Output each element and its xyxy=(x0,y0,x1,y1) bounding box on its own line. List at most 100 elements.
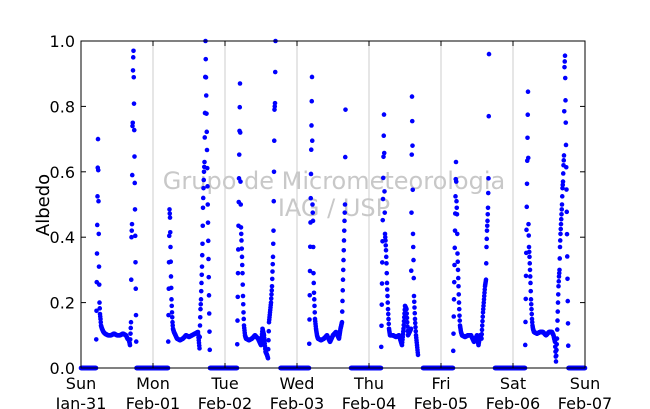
grid-lines xyxy=(152,41,514,368)
data-point xyxy=(168,244,173,250)
data-point xyxy=(385,300,391,305)
data-point xyxy=(339,309,345,314)
data-point xyxy=(131,48,136,54)
data-point xyxy=(309,138,315,144)
data-point xyxy=(409,118,415,124)
data-point xyxy=(481,297,487,302)
data-point xyxy=(454,231,460,237)
data-point xyxy=(384,270,390,276)
x-axis-ticks: SunJan-31MonFeb-01TueFeb-02WedFeb-03ThuF… xyxy=(55,41,612,409)
data-point xyxy=(238,225,244,230)
data-point xyxy=(405,324,410,329)
data-point xyxy=(486,176,491,181)
data-point xyxy=(132,180,138,186)
data-point xyxy=(272,100,278,106)
data-point xyxy=(556,279,562,284)
watermark: Grupo de Micrometeorologia IAG / USP xyxy=(163,167,505,222)
data-point xyxy=(205,184,210,189)
data-point xyxy=(94,308,99,314)
data-point xyxy=(409,210,414,215)
data-point xyxy=(203,93,209,98)
data-point xyxy=(564,187,569,192)
x-tick-label-date: Feb-04 xyxy=(342,394,396,409)
data-point xyxy=(529,306,534,312)
data-point xyxy=(456,306,462,312)
data-point xyxy=(525,135,530,141)
data-point xyxy=(236,152,242,157)
data-point xyxy=(207,329,212,334)
data-point xyxy=(451,279,457,285)
data-point xyxy=(486,113,492,119)
data-point xyxy=(266,337,271,343)
data-point xyxy=(203,56,209,62)
data-point xyxy=(206,311,212,316)
data-point xyxy=(482,290,487,296)
data-point xyxy=(483,261,489,266)
data-point xyxy=(270,241,276,247)
data-point xyxy=(554,327,560,332)
data-point xyxy=(343,107,348,112)
data-point xyxy=(168,259,174,265)
data-point xyxy=(308,147,314,153)
data-point xyxy=(130,68,136,73)
data-point xyxy=(555,292,561,297)
data-point xyxy=(557,267,562,273)
data-point xyxy=(479,336,484,341)
data-point xyxy=(132,233,138,239)
data-point xyxy=(205,202,211,207)
data-point xyxy=(485,205,491,211)
data-point xyxy=(529,311,535,317)
data-point xyxy=(198,297,204,302)
x-tick-label-day: Sat xyxy=(500,374,526,393)
data-point xyxy=(268,300,274,305)
data-point xyxy=(380,196,386,202)
data-point xyxy=(385,293,390,299)
data-point xyxy=(127,337,133,342)
data-point xyxy=(235,270,241,276)
data-point xyxy=(270,269,275,274)
data-point xyxy=(206,293,212,298)
data-point xyxy=(129,234,134,240)
data-point xyxy=(202,159,207,165)
data-point xyxy=(96,282,102,287)
data-point xyxy=(382,189,387,194)
data-point xyxy=(340,267,346,273)
data-point xyxy=(523,273,529,279)
data-point xyxy=(98,316,103,322)
data-point xyxy=(559,202,565,207)
data-point xyxy=(528,297,534,302)
data-point xyxy=(404,306,409,312)
data-point xyxy=(564,209,570,215)
data-point xyxy=(451,297,457,302)
data-point xyxy=(207,347,213,353)
data-point xyxy=(202,135,208,140)
data-point xyxy=(565,298,571,304)
data-point xyxy=(197,323,203,328)
data-point xyxy=(522,342,528,348)
data-point xyxy=(561,153,567,158)
data-point xyxy=(167,229,173,235)
data-point xyxy=(563,120,569,125)
data-point xyxy=(241,316,247,322)
data-point xyxy=(560,179,566,184)
data-point xyxy=(555,309,561,314)
data-point xyxy=(379,302,385,307)
data-point xyxy=(306,341,312,347)
data-point xyxy=(479,331,485,337)
x-tick-label-day: Mon xyxy=(136,374,170,393)
data-point xyxy=(309,123,314,128)
watermark-line-1: Grupo de Micrometeorologia xyxy=(163,167,505,195)
data-point xyxy=(565,321,571,326)
data-point xyxy=(558,216,564,222)
x-tick-label-day: Thu xyxy=(353,374,384,393)
x-tick-label-date: Feb-01 xyxy=(126,394,180,409)
data-point xyxy=(561,109,567,114)
data-point xyxy=(165,339,171,344)
data-point xyxy=(386,316,391,322)
watermark-line-2: IAG / USP xyxy=(278,194,390,222)
data-point xyxy=(413,328,419,334)
data-point xyxy=(453,179,459,184)
data-points xyxy=(78,38,588,371)
data-point xyxy=(200,223,206,229)
data-point xyxy=(95,136,101,142)
